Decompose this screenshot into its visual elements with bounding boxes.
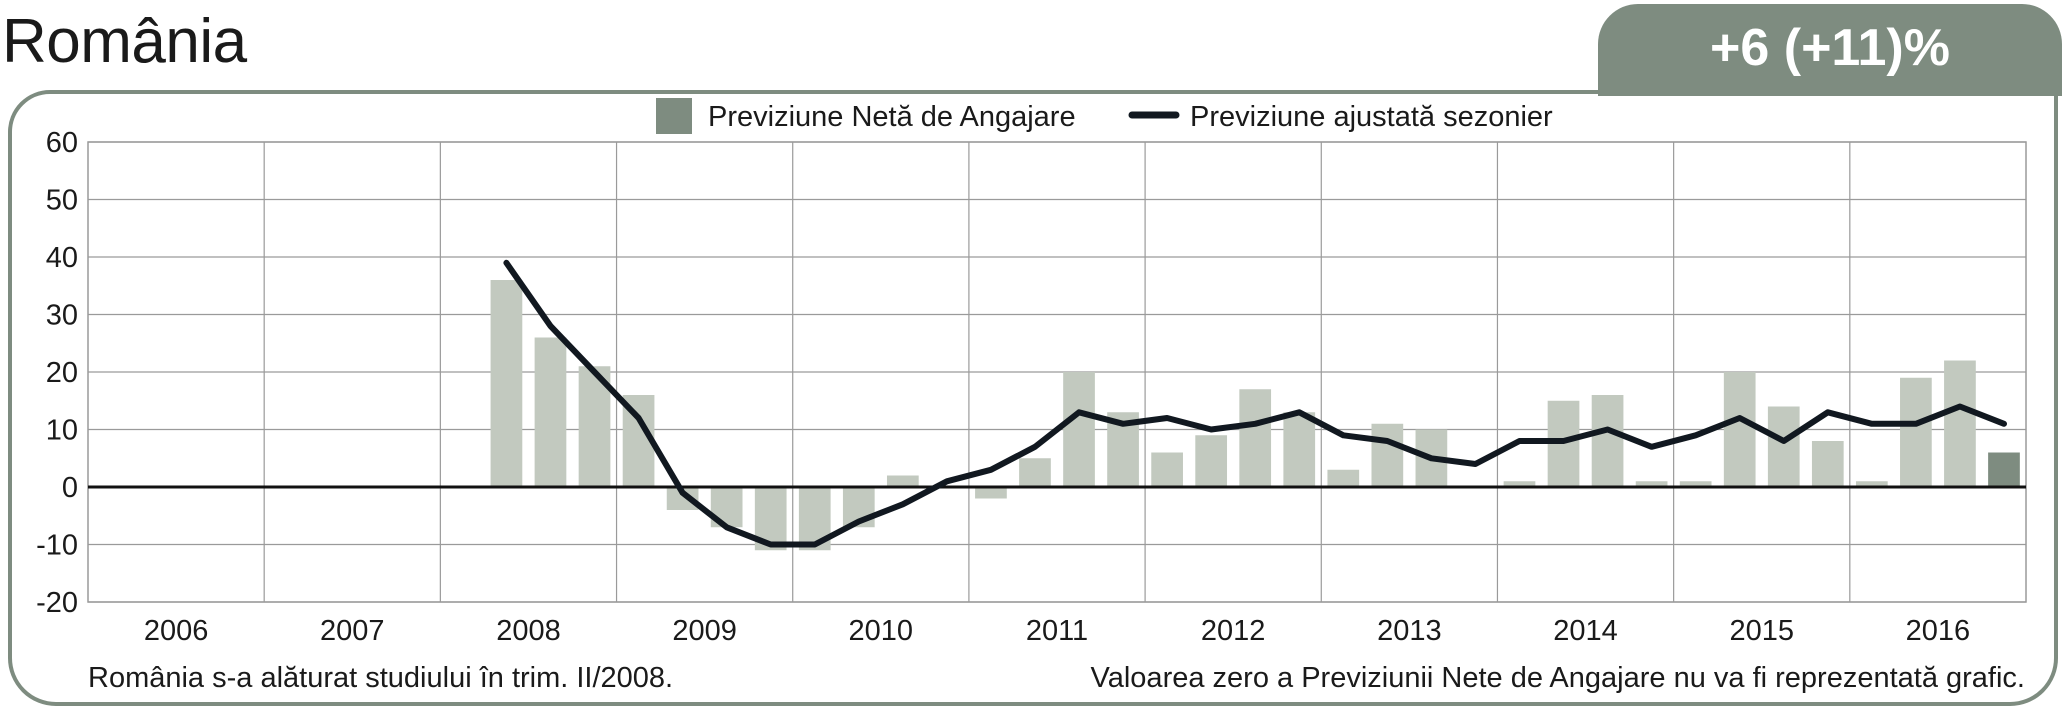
series-line [503, 259, 2007, 548]
y-tick-label: 40 [46, 242, 78, 274]
legend-label: Previziune Netă de Angajare [708, 101, 1076, 133]
y-tick-label: -10 [36, 530, 78, 562]
bar [1503, 481, 1536, 487]
footnote-join-date: România s-a alăturat studiului în trim. … [88, 662, 674, 694]
y-tick-label: 20 [46, 357, 78, 389]
x-tick-label: 2013 [1377, 615, 1442, 647]
bar [1283, 412, 1316, 487]
footnote-zero-value: Valoarea zero a Previziunii Nete de Anga… [1090, 662, 2025, 694]
bar [490, 280, 523, 487]
chart-frame [8, 90, 2058, 706]
x-tick-label: 2008 [496, 615, 561, 647]
bar [666, 487, 699, 510]
y-tick-label: 0 [62, 472, 78, 504]
bar [1635, 481, 1668, 487]
forecast-badge [1598, 4, 2062, 96]
x-tick-label: 2016 [1906, 615, 1971, 647]
bar [1944, 360, 1976, 487]
bar [1855, 481, 1888, 487]
legend-bar-swatch [656, 98, 692, 134]
bar [1195, 435, 1228, 487]
x-tick-label: 2010 [849, 615, 914, 647]
bar [1239, 389, 1272, 487]
bar [1900, 377, 1932, 487]
bar [886, 475, 919, 487]
y-tick-label: 60 [46, 127, 78, 159]
y-tick-label: 30 [46, 300, 78, 332]
bar [1151, 452, 1183, 487]
bar [534, 337, 567, 487]
y-tick-label: 10 [46, 415, 78, 447]
x-tick-label: 2015 [1729, 615, 1794, 647]
bar [1767, 406, 1800, 487]
bar [1679, 481, 1712, 487]
page-title: România [2, 7, 247, 76]
x-tick-label: 2012 [1201, 615, 1266, 647]
x-tick-label: 2011 [1026, 615, 1088, 647]
x-tick-label: 2014 [1553, 615, 1618, 647]
y-tick-label: 50 [46, 185, 78, 217]
x-tick-label: 2009 [672, 615, 737, 647]
bar [1371, 423, 1404, 487]
bar [1723, 372, 1756, 487]
bar [1811, 441, 1844, 487]
bar [975, 487, 1007, 499]
bar [1988, 452, 2020, 487]
forecast-badge-value: +6 (+11)% [1710, 19, 1950, 77]
bar [1019, 458, 1051, 487]
legend-label: Previziune ajustată sezonier [1190, 101, 1553, 133]
x-tick-label: 2007 [320, 615, 385, 647]
x-tick-label: 2006 [144, 615, 209, 647]
bar [1063, 372, 1095, 487]
bar [1327, 469, 1360, 487]
bar [1591, 395, 1624, 487]
y-tick-label: -20 [36, 587, 78, 619]
